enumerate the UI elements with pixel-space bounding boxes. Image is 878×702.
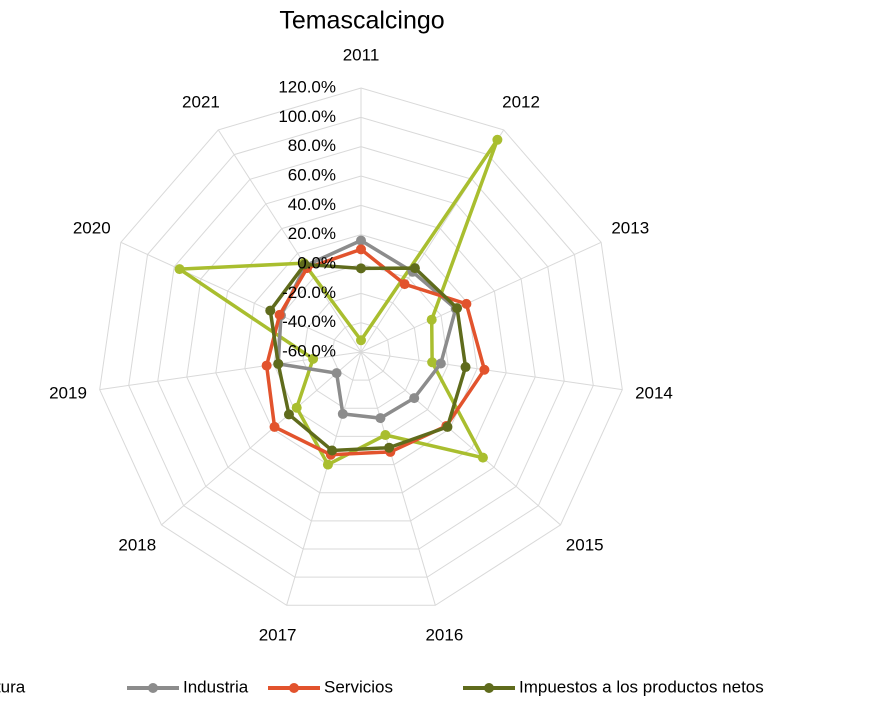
legend-label: Agricultura bbox=[0, 677, 26, 696]
spoke bbox=[360, 351, 436, 606]
series-point bbox=[384, 442, 395, 453]
series-point bbox=[283, 409, 294, 420]
series-line bbox=[264, 247, 487, 457]
grid-ring bbox=[215, 204, 507, 494]
grid-ring bbox=[157, 146, 565, 550]
series-point bbox=[356, 244, 366, 255]
legend-label: Servicios bbox=[324, 677, 393, 696]
spoke bbox=[286, 351, 362, 606]
series-point bbox=[322, 459, 333, 470]
series-point bbox=[291, 402, 302, 413]
category-label: 2018 bbox=[118, 535, 156, 554]
series-point bbox=[409, 263, 420, 274]
legend-label: Impuestos a los productos netos bbox=[519, 677, 764, 696]
legend-marker bbox=[484, 683, 494, 693]
series-point bbox=[461, 298, 472, 309]
series-point bbox=[308, 353, 319, 364]
series-point bbox=[452, 303, 463, 314]
spoke bbox=[120, 241, 362, 353]
legend-marker bbox=[148, 683, 158, 693]
tick-label: 100.0% bbox=[278, 107, 336, 126]
chart-title: Temascalcingo bbox=[279, 7, 444, 35]
category-label: 2019 bbox=[49, 384, 87, 403]
series-point bbox=[261, 360, 272, 371]
series-point bbox=[442, 421, 453, 432]
series-point bbox=[269, 421, 280, 432]
legend-marker bbox=[289, 683, 299, 693]
series-point bbox=[273, 358, 284, 369]
series-point bbox=[477, 452, 488, 463]
grid-ring bbox=[128, 116, 594, 578]
legend-label: Industria bbox=[183, 677, 249, 696]
spoke bbox=[217, 129, 362, 353]
tick-label: 20.0% bbox=[288, 224, 336, 243]
tick-label: 60.0% bbox=[288, 165, 336, 184]
grid-ring bbox=[302, 292, 420, 409]
tick-label: 120.0% bbox=[278, 77, 336, 96]
series-point bbox=[174, 264, 185, 275]
grid-ring bbox=[99, 87, 623, 606]
tick-label: -60.0% bbox=[282, 341, 336, 360]
tick-label: 0.0% bbox=[297, 253, 336, 272]
spoke bbox=[360, 351, 623, 391]
series-point bbox=[375, 413, 386, 424]
series-point bbox=[356, 263, 366, 274]
series-line bbox=[268, 262, 468, 453]
category-label: 2015 bbox=[566, 535, 604, 554]
category-label: 2016 bbox=[425, 625, 463, 644]
series-point bbox=[409, 393, 420, 404]
series-point bbox=[399, 279, 410, 290]
series-point bbox=[337, 408, 348, 419]
grid-ring bbox=[244, 234, 478, 466]
series-point bbox=[356, 335, 366, 346]
series-point bbox=[265, 305, 276, 316]
series-point bbox=[380, 430, 391, 441]
series-point bbox=[479, 364, 490, 375]
series-point bbox=[327, 445, 338, 456]
grid-ring bbox=[331, 322, 391, 381]
series-point bbox=[492, 134, 503, 145]
category-label: 2021 bbox=[182, 92, 220, 111]
tick-label: -20.0% bbox=[282, 283, 336, 302]
tick-label: 80.0% bbox=[288, 136, 336, 155]
series-point bbox=[356, 235, 366, 246]
series-point bbox=[426, 314, 437, 325]
series-point bbox=[274, 309, 285, 320]
category-label: 2020 bbox=[73, 219, 111, 238]
spoke bbox=[360, 351, 561, 526]
series-point bbox=[435, 358, 446, 369]
series-point bbox=[460, 362, 471, 373]
category-label: 2014 bbox=[635, 384, 673, 403]
category-label: 2013 bbox=[611, 219, 649, 238]
spoke bbox=[360, 241, 602, 353]
series-point bbox=[427, 357, 438, 368]
tick-label: 40.0% bbox=[288, 195, 336, 214]
series-point bbox=[299, 259, 310, 270]
category-label: 2017 bbox=[259, 625, 297, 644]
spoke bbox=[161, 351, 362, 526]
series-point bbox=[331, 368, 342, 379]
category-label: 2011 bbox=[343, 45, 380, 64]
tick-label: -40.0% bbox=[282, 312, 336, 331]
category-label: 2012 bbox=[502, 92, 540, 111]
